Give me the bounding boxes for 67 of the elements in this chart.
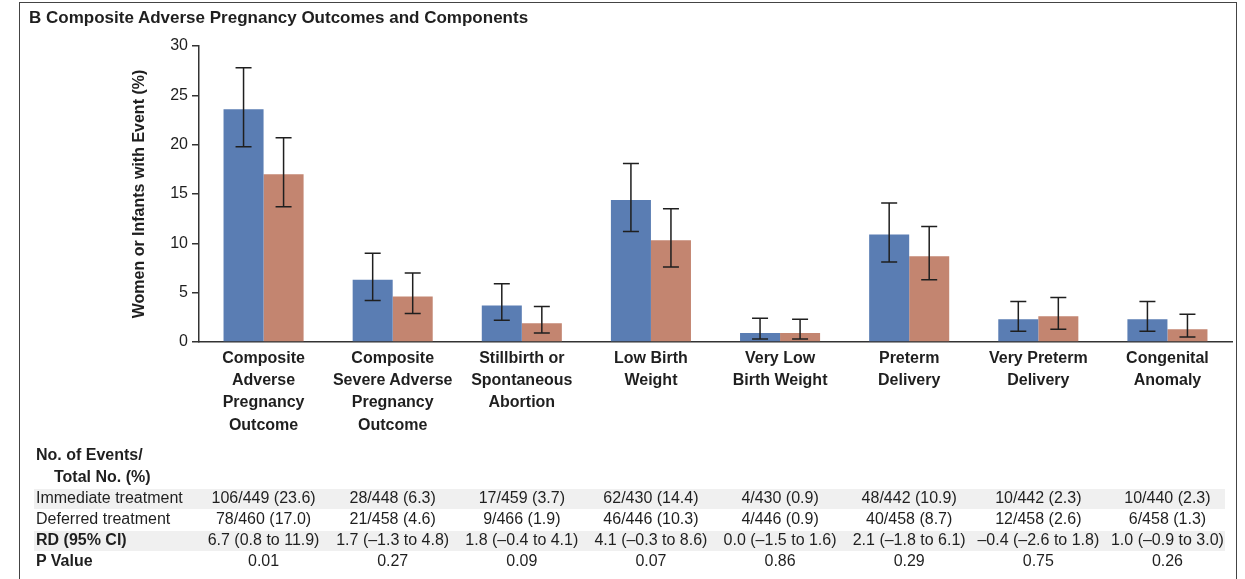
bar [650, 240, 691, 342]
data-label: 48/442 (10.9) [861, 489, 957, 507]
bar [909, 256, 950, 342]
text: No. of Events/ Total No. (%) [36, 446, 151, 486]
x-tick-label: Composite Adverse Pregnancy Outcome [222, 348, 305, 433]
text: P Value [36, 552, 93, 570]
y-tick-label: 30 [170, 36, 189, 54]
x-tick-label: Low Birth Weight [614, 348, 688, 389]
text: 0.75 [1022, 552, 1054, 570]
y-tick-label: 20 [170, 135, 189, 153]
data-label: 12/458 (2.6) [995, 510, 1082, 528]
data-label: 10/442 (2.3) [995, 489, 1082, 507]
y-tick-label: 15 [170, 184, 189, 202]
data-label: 6/458 (1.3) [1128, 510, 1207, 528]
data-label: 78/460 (17.0) [215, 510, 312, 528]
text: 1.7 (–1.3 to 4.8) [336, 531, 450, 549]
text: Immediate treatment [36, 489, 184, 507]
text: 0.86 [764, 552, 796, 570]
text: 0.09 [506, 552, 538, 570]
data-label: 28/448 (6.3) [349, 489, 436, 507]
data-label: 4/446 (0.9) [741, 510, 819, 528]
text: 1.8 (–0.4 to 4.1) [465, 531, 579, 549]
data-label: 62/430 (14.4) [603, 489, 699, 507]
bar [392, 296, 433, 342]
text: Deferred treatment [36, 510, 171, 528]
x-tick-label: Stillbirth or Spontaneous Abortion [471, 348, 573, 411]
chart-title: B Composite Adverse Pregnancy Outcomes and Components [29, 7, 529, 29]
y-tick-label: 0 [179, 332, 189, 350]
y-tick-label: 5 [179, 283, 189, 301]
data-label: 9/466 (1.9) [483, 510, 561, 528]
bar [223, 109, 264, 342]
bar [998, 319, 1039, 342]
text: 0.0 (–1.5 to 1.6) [723, 531, 837, 549]
y-tick-label: 25 [170, 85, 189, 103]
bar [481, 305, 522, 342]
text: RD (95% CI) [36, 531, 127, 549]
x-tick-label: Congenital Anomaly [1126, 348, 1209, 389]
bar [263, 174, 304, 342]
bar [869, 234, 910, 342]
x-tick-label: Composite Severe Adverse Pregnancy Outcome [332, 348, 453, 433]
text: 0.26 [1151, 552, 1184, 570]
data-label: 106/449 (23.6) [211, 489, 316, 507]
bar [1127, 319, 1168, 342]
text: 4.1 (–0.3 to 8.6) [594, 531, 708, 549]
data-label: 21/458 (4.6) [349, 510, 436, 528]
y-axis-title: Women or Infants with Event (%) [130, 69, 148, 319]
bar [610, 199, 651, 342]
text: 0.01 [247, 552, 280, 570]
data-label: 40/458 (8.7) [866, 510, 953, 528]
bar [521, 323, 562, 342]
text: 1.0 (–0.9 to 3.0) [1110, 531, 1224, 549]
x-tick-label: Preterm Delivery [878, 348, 941, 389]
data-label: 4/430 (0.9) [741, 489, 819, 507]
text: –0.4 (–2.6 to 1.8) [977, 531, 1100, 549]
data-label: 10/440 (2.3) [1124, 489, 1211, 507]
text: 2.1 (–1.8 to 6.1) [852, 531, 966, 549]
text: 6.7 (0.8 to 11.9) [207, 531, 320, 549]
x-tick-label: Very Preterm Delivery [988, 348, 1088, 389]
data-label: 46/446 (10.3) [603, 510, 699, 528]
text: 0.07 [635, 552, 667, 570]
data-label: 17/459 (3.7) [478, 489, 565, 507]
x-tick-label: Very Low Birth Weight [732, 348, 829, 389]
text: 0.29 [893, 552, 925, 570]
text: 0.27 [377, 552, 409, 570]
y-tick-label: 10 [170, 233, 189, 251]
bar [1038, 316, 1079, 342]
bar [352, 279, 393, 342]
